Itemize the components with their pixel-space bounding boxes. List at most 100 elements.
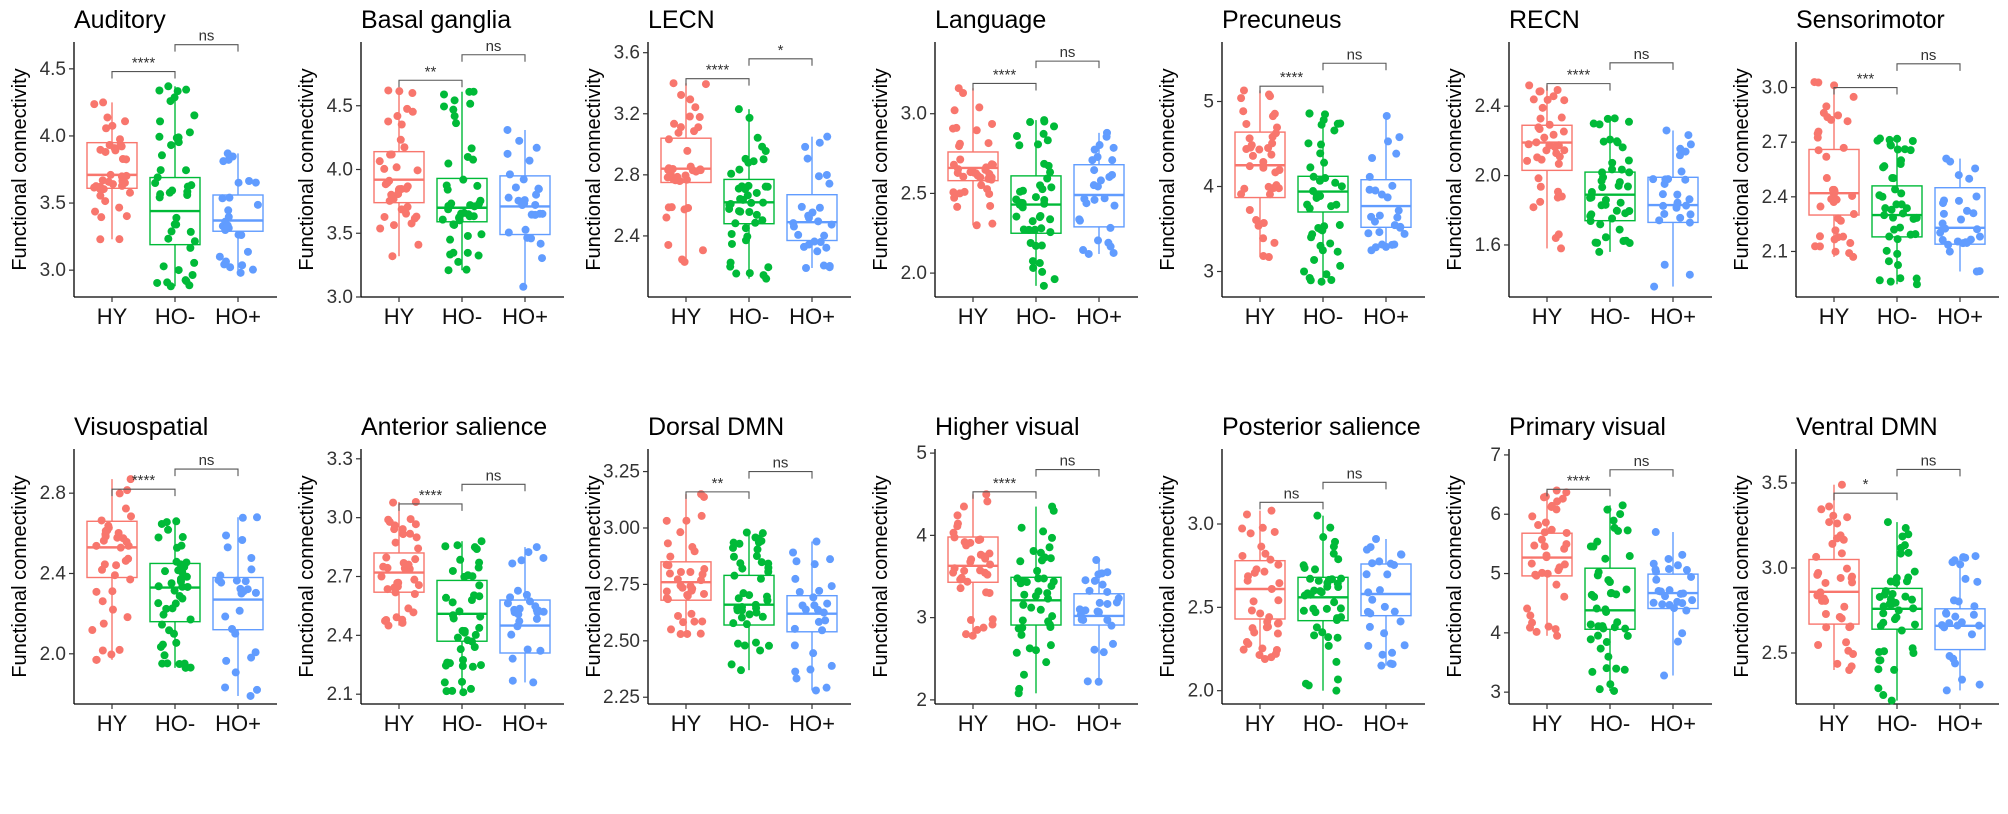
box-HY <box>1521 81 1573 253</box>
panel-auditory: Auditory Functional connectivity 3.0 3.5 4.0… <box>9 6 277 329</box>
data-point <box>1529 203 1538 212</box>
data-point <box>1267 506 1276 515</box>
data-point <box>690 617 699 626</box>
data-point <box>1313 511 1322 520</box>
data-point <box>390 521 399 530</box>
data-point <box>1322 604 1331 613</box>
data-point <box>446 235 455 244</box>
data-point <box>1912 274 1921 283</box>
x-tick-label: HY <box>1245 304 1276 329</box>
data-point <box>1944 240 1953 249</box>
x-tick-label: HY <box>97 711 128 736</box>
data-point <box>1090 645 1099 654</box>
box-HY <box>660 490 712 639</box>
significance-label: **** <box>132 55 156 72</box>
data-point <box>1889 213 1898 222</box>
data-point <box>389 221 398 230</box>
x-tick-label: HO- <box>1303 304 1343 329</box>
data-point <box>1544 622 1553 631</box>
data-point <box>102 124 111 133</box>
data-point <box>476 612 485 621</box>
data-point <box>536 646 545 655</box>
data-point <box>185 128 194 137</box>
data-point <box>1245 162 1254 171</box>
data-point <box>673 575 682 584</box>
data-point <box>253 200 262 209</box>
data-point <box>1103 587 1112 596</box>
data-point <box>1022 578 1031 587</box>
data-point <box>396 135 405 144</box>
data-point <box>440 102 449 111</box>
data-point <box>1954 597 1963 606</box>
data-point <box>1814 640 1823 649</box>
data-point <box>1332 200 1341 209</box>
box-HY <box>86 475 138 664</box>
data-point <box>1018 616 1027 625</box>
data-point <box>1531 570 1540 579</box>
data-point <box>440 678 449 687</box>
data-point <box>804 240 813 249</box>
data-point <box>968 631 977 640</box>
significance-bracket: **** <box>1546 67 1611 91</box>
data-point <box>1821 609 1830 618</box>
y-tick-label: 4.0 <box>327 160 353 181</box>
data-point <box>1375 586 1384 595</box>
data-point <box>154 533 163 542</box>
data-point <box>1664 554 1673 563</box>
data-point <box>1828 539 1837 548</box>
data-point <box>727 229 736 238</box>
data-point <box>1901 592 1910 601</box>
box-HO+ <box>1647 126 1699 291</box>
data-point <box>214 576 223 585</box>
panel-title: RECN <box>1509 6 1580 34</box>
data-point <box>1392 149 1401 158</box>
data-point <box>1532 627 1541 636</box>
data-point <box>977 181 986 190</box>
data-point <box>1897 626 1906 635</box>
data-point <box>1335 221 1344 230</box>
data-point <box>1660 209 1669 218</box>
data-point <box>729 619 738 628</box>
data-point <box>1610 523 1619 532</box>
data-point <box>1318 628 1327 637</box>
box-HO+ <box>212 513 264 700</box>
data-point <box>794 230 803 239</box>
data-point <box>662 594 671 603</box>
significance-label: ns <box>1347 465 1363 482</box>
data-point <box>684 203 693 212</box>
y-tick-label: 4.0 <box>40 126 66 147</box>
x-tick-label: HY <box>1819 304 1850 329</box>
data-point <box>822 243 831 252</box>
data-point <box>1040 199 1049 208</box>
data-point <box>814 617 823 626</box>
data-point <box>698 246 707 255</box>
data-point <box>108 121 117 130</box>
data-point <box>1543 569 1552 578</box>
data-point <box>475 199 484 208</box>
data-point <box>1311 608 1320 617</box>
data-point <box>1317 140 1326 149</box>
data-point <box>1650 282 1659 291</box>
data-point <box>1075 605 1084 614</box>
data-point <box>1842 564 1851 573</box>
data-point <box>956 155 965 164</box>
data-point <box>696 629 705 638</box>
data-point <box>1939 199 1948 208</box>
data-point <box>1259 157 1268 166</box>
data-point <box>734 184 743 193</box>
data-point <box>123 613 132 622</box>
data-point <box>1625 168 1634 177</box>
box-HY <box>660 79 712 266</box>
data-point <box>182 166 191 175</box>
data-point <box>172 543 181 552</box>
data-point <box>1299 606 1308 615</box>
data-point <box>1822 174 1831 183</box>
y-tick-label: 2.0 <box>1188 681 1214 702</box>
data-point <box>789 222 798 231</box>
data-point <box>973 625 982 634</box>
data-point <box>1031 241 1040 250</box>
y-tick-label: 2.4 <box>1475 96 1502 117</box>
data-point <box>1608 158 1617 167</box>
data-point <box>1815 232 1824 241</box>
y-tick-label: 2.4 <box>1762 187 1789 208</box>
